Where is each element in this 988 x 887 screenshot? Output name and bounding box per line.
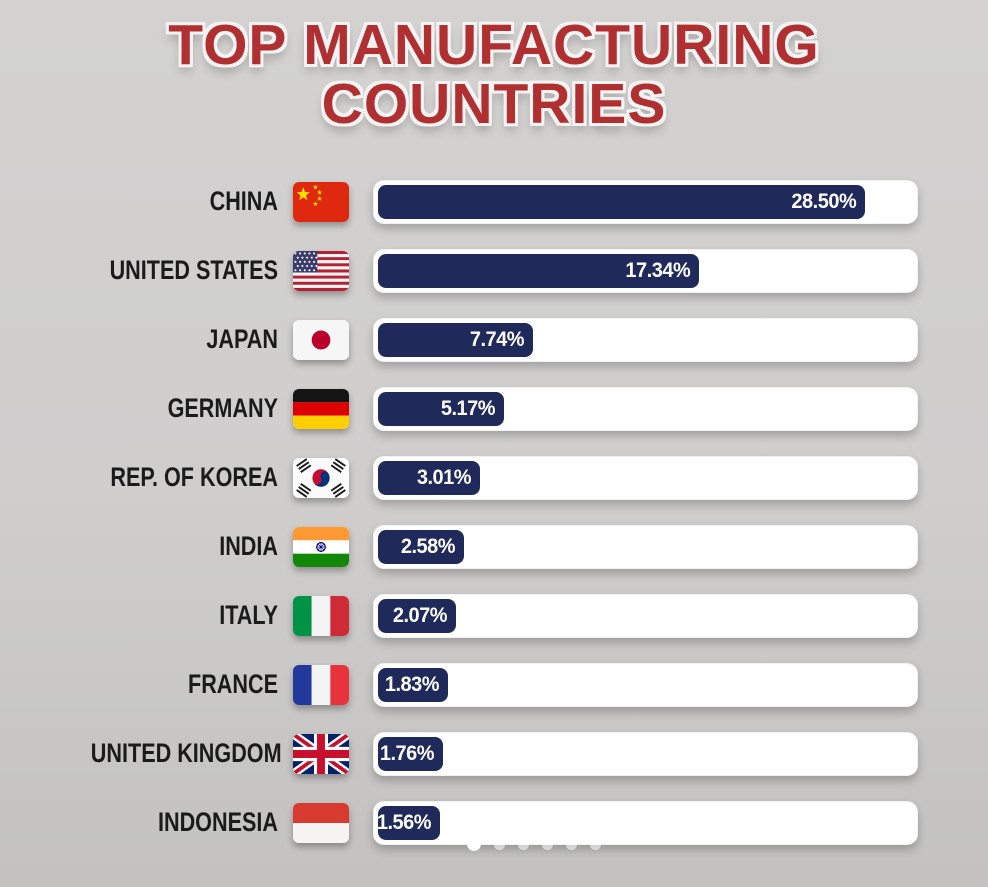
japan-flag-icon	[293, 319, 349, 360]
bar-fill: 1.83%	[378, 667, 448, 702]
bar-track: 1.83%	[373, 662, 918, 707]
bar-track: 17.34%	[373, 248, 918, 293]
country-label: GERMANY	[167, 393, 278, 423]
chart-row: INDIA 2.58%	[0, 512, 988, 581]
bar-fill: 1.56%	[376, 805, 440, 840]
country-label: INDONESIA	[157, 807, 278, 837]
chart-row: INDONESIA 1.56%	[0, 788, 988, 857]
bar-track: 1.76%	[373, 731, 918, 776]
chart-row: GERMANY 5.17%	[0, 374, 988, 443]
bar-fill: 17.34%	[378, 253, 699, 288]
bar-fill: 28.50%	[378, 184, 865, 219]
carousel-dot	[494, 838, 505, 850]
bar-track: 7.74%	[373, 317, 918, 362]
chart-row: CHINA 28.50%	[0, 167, 988, 236]
bar-fill: 3.01%	[378, 460, 480, 495]
bar-track: 1.56%	[373, 800, 918, 845]
india-flag-icon	[293, 526, 349, 567]
bar-chart: CHINA 28.50% UNITED STATES 17.34% JAPAN …	[0, 167, 988, 857]
united-kingdom-flag-icon	[293, 733, 349, 774]
country-label: REP. OF KOREA	[110, 462, 278, 492]
italy-flag-icon	[293, 595, 349, 636]
carousel-dot	[467, 837, 481, 851]
bar-value-label: 5.17%	[440, 396, 496, 420]
bar-fill: 5.17%	[378, 391, 504, 426]
france-flag-icon	[293, 664, 349, 705]
bar-fill: 1.76%	[378, 736, 444, 771]
carousel-dots	[467, 837, 601, 851]
bar-value-label: 28.50%	[791, 189, 856, 213]
carousel-dot	[542, 838, 553, 850]
country-label: UNITED KINGDOM	[90, 738, 282, 768]
chart-row: UNITED KINGDOM 1.76%	[0, 719, 988, 788]
bar-track: 5.17%	[373, 386, 918, 431]
bar-fill: 2.58%	[378, 529, 464, 564]
bar-value-label: 3.01%	[416, 465, 471, 489]
chart-row: JAPAN 7.74%	[0, 305, 988, 374]
carousel-dot	[566, 838, 577, 850]
bar-track: 3.01%	[373, 455, 918, 500]
bar-value-label: 17.34%	[625, 258, 690, 282]
chart-row: FRANCE 1.83%	[0, 650, 988, 719]
bar-track: 28.50%	[373, 179, 918, 224]
germany-flag-icon	[293, 388, 349, 429]
bar-fill: 7.74%	[378, 322, 534, 357]
country-label: CHINA	[209, 186, 278, 216]
united-states-flag-icon	[293, 250, 349, 291]
country-label: JAPAN	[206, 324, 278, 354]
chart-row: REP. OF KOREA 3.01%	[0, 443, 988, 512]
chart-row: UNITED STATES 17.34%	[0, 236, 988, 305]
country-label: UNITED STATES	[109, 255, 279, 285]
bar-value-label: 2.58%	[400, 534, 455, 558]
bar-value-label: 1.76%	[380, 741, 435, 765]
carousel-dot	[518, 838, 529, 850]
china-flag-icon	[293, 181, 349, 222]
bar-fill: 2.07%	[378, 598, 456, 633]
carousel-dot	[590, 838, 601, 850]
bar-track: 2.58%	[373, 524, 918, 569]
bar-value-label: 1.83%	[384, 672, 439, 696]
indonesia-flag-icon	[293, 802, 349, 843]
bar-value-label: 7.74%	[469, 327, 525, 351]
bar-value-label: 1.56%	[376, 810, 432, 834]
south-korea-flag-icon	[293, 457, 349, 498]
chart-row: ITALY 2.07%	[0, 581, 988, 650]
country-label: ITALY	[219, 600, 278, 630]
bar-track: 2.07%	[373, 593, 918, 638]
chart-title-line1: TOP MANUFACTURING	[168, 13, 820, 77]
country-label: FRANCE	[188, 669, 278, 699]
country-label: INDIA	[219, 531, 278, 561]
chart-title: TOP MANUFACTURING COUNTRIES	[0, 16, 988, 133]
chart-title-line2: COUNTRIES	[321, 71, 667, 136]
bar-value-label: 2.07%	[392, 603, 447, 627]
